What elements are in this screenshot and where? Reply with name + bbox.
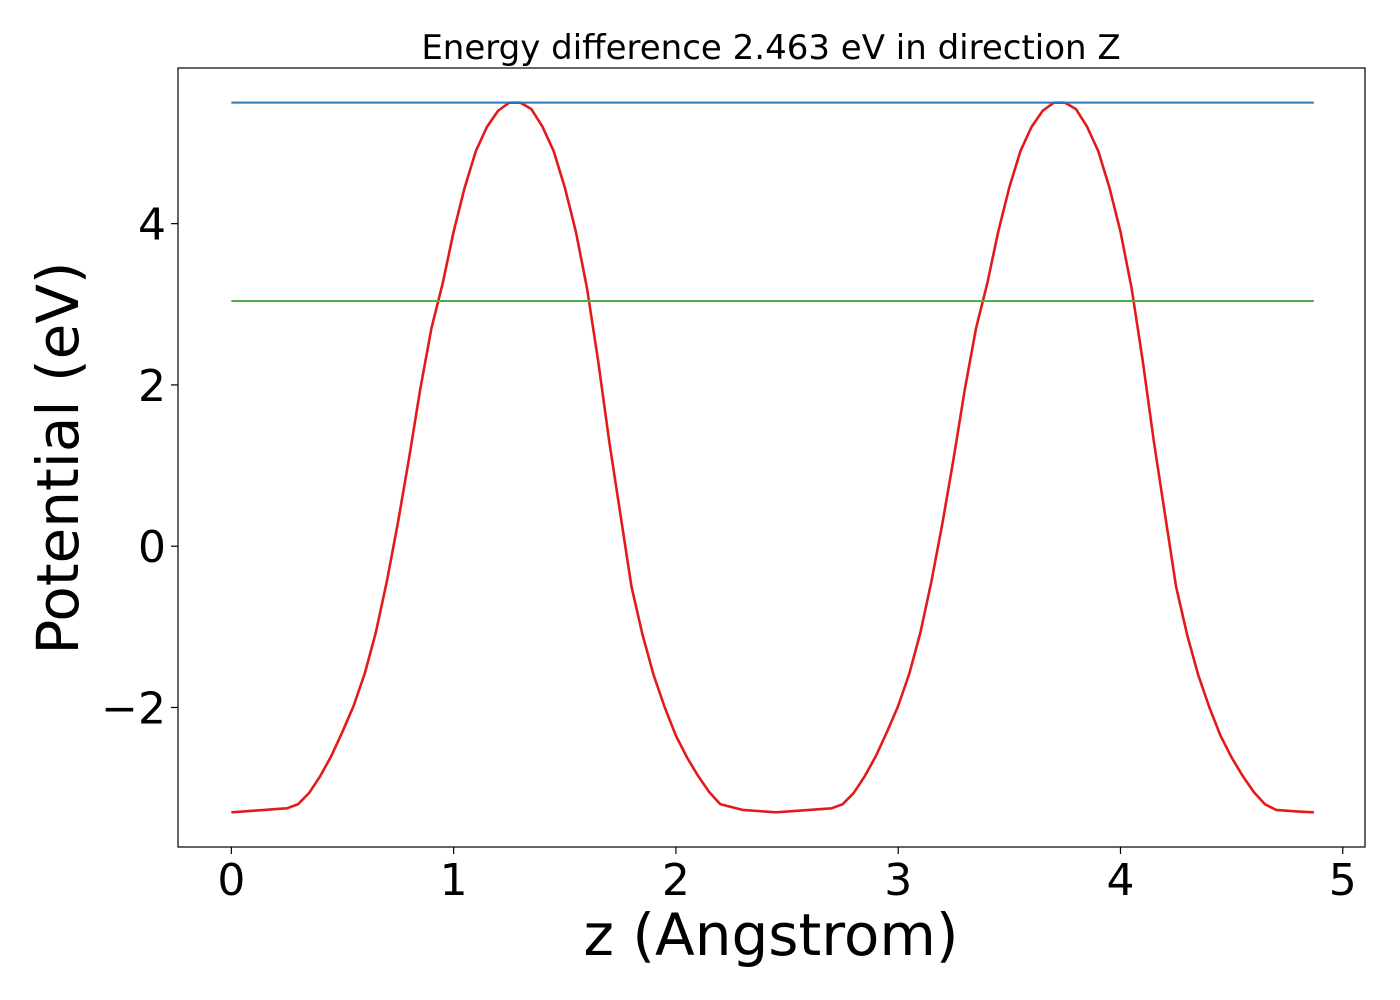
x-tick-label: 2 xyxy=(662,855,690,906)
y-axis: −2 0 2 4 xyxy=(101,200,178,734)
chart-title: Energy difference 2.463 eV in direction … xyxy=(421,28,1120,68)
y-tick-label: −2 xyxy=(101,683,166,734)
series-line-0 xyxy=(231,101,1314,814)
y-axis-label: Potential (eV) xyxy=(24,261,92,654)
x-tick-label: 0 xyxy=(217,855,245,906)
plot-frame xyxy=(177,67,1366,848)
x-tick-label: 5 xyxy=(1329,855,1357,906)
plot-area xyxy=(231,101,1314,814)
x-tick-label: 4 xyxy=(1106,855,1134,906)
x-axis-label: z (Angstrom) xyxy=(584,901,959,969)
y-tick-label: 0 xyxy=(138,522,166,573)
x-axis: 0 1 2 3 4 5 xyxy=(217,847,1357,906)
x-tick-label: 3 xyxy=(884,855,912,906)
x-tick-label: 1 xyxy=(440,855,468,906)
y-tick-label: 4 xyxy=(138,200,166,251)
y-tick-label: 2 xyxy=(138,361,166,412)
